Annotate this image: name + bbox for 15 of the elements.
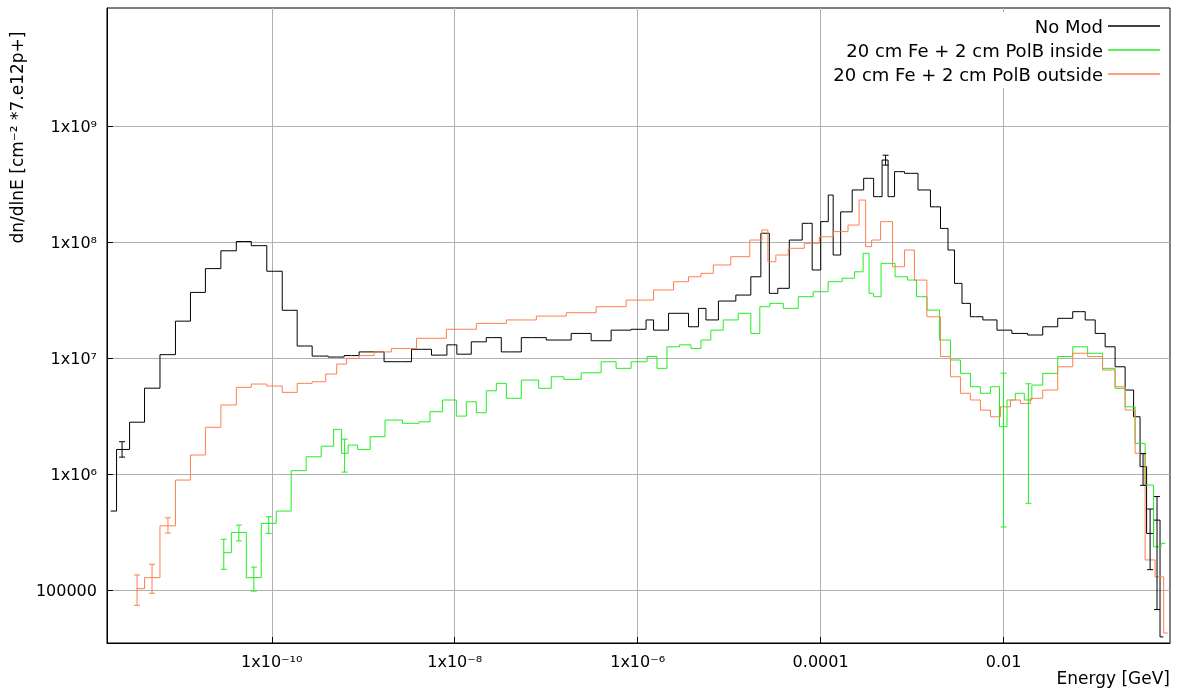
y-tick-label: 1x10⁹ xyxy=(50,116,97,136)
y-tick-label: 1x10⁶ xyxy=(50,464,97,484)
legend-label: 20 cm Fe + 2 cm PolB outside xyxy=(833,63,1103,85)
y-tick-label: 1x10⁷ xyxy=(50,348,97,368)
x-tick-label: 0.01 xyxy=(985,651,1022,671)
x-tick-label: 0.0001 xyxy=(792,651,849,671)
x-axis-title: Energy [GeV] xyxy=(1056,667,1170,688)
x-tick-label: 1x10⁻¹⁰ xyxy=(241,651,303,671)
y-axis-title: dn/dlnE [cm⁻² *7.e12p+] xyxy=(6,31,27,244)
y-tick-label: 100000 xyxy=(35,580,97,600)
x-tick-label: 1x10⁻⁶ xyxy=(610,651,666,671)
x-tick-label: 1x10⁻⁸ xyxy=(427,651,483,671)
legend-label: No Mod xyxy=(1034,15,1103,37)
y-tick-label: 1x10⁸ xyxy=(50,232,97,252)
legend-label: 20 cm Fe + 2 cm PolB inside xyxy=(846,39,1103,61)
